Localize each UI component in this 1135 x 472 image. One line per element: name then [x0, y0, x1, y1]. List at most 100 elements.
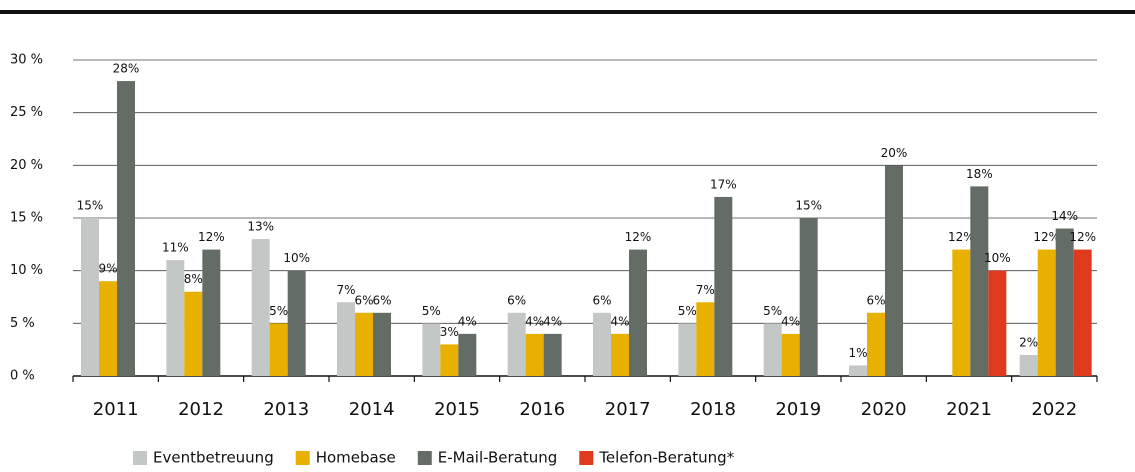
- x-tick-label: 2021: [946, 399, 992, 420]
- bar: [799, 218, 818, 376]
- bar: [970, 186, 989, 376]
- bar: [678, 323, 697, 376]
- bar: [507, 312, 526, 376]
- data-label: 6%: [372, 293, 391, 307]
- x-tick-label: 2022: [1031, 399, 1077, 420]
- bar: [867, 312, 885, 376]
- data-label: 12%: [198, 230, 225, 244]
- y-tick-label: 15 %: [10, 211, 43, 226]
- data-label: 4%: [525, 314, 544, 328]
- bar: [166, 260, 185, 376]
- bar: [117, 81, 135, 377]
- data-label: 5%: [763, 304, 782, 318]
- data-label: 17%: [710, 177, 737, 191]
- y-tick-label: 20 %: [10, 158, 43, 173]
- bar: [611, 333, 629, 376]
- bar: [373, 312, 391, 376]
- bar: [593, 312, 611, 376]
- bar: [440, 344, 459, 376]
- bar: [525, 333, 544, 376]
- data-label: 10%: [984, 251, 1011, 265]
- data-label: 20%: [881, 146, 908, 160]
- y-tick-label: 25 %: [10, 105, 43, 120]
- data-label: 4%: [543, 314, 562, 328]
- bar: [1073, 249, 1092, 376]
- x-tick-label: 2018: [690, 399, 736, 420]
- bar: [952, 249, 971, 376]
- data-label: 7%: [696, 283, 715, 297]
- legend-swatch: [417, 451, 432, 465]
- data-label: 28%: [113, 62, 140, 76]
- bar: [355, 312, 373, 376]
- bar: [763, 323, 782, 376]
- bar: [422, 323, 441, 376]
- bar: [458, 333, 477, 376]
- bar: [988, 270, 1007, 376]
- x-tick-label: 2019: [775, 399, 821, 420]
- legend-swatch: [133, 451, 147, 465]
- y-tick-label: 10 %: [10, 263, 43, 278]
- bar: [714, 196, 733, 376]
- bar: [696, 302, 715, 376]
- bar: [337, 302, 355, 376]
- data-label: 15%: [77, 199, 104, 213]
- legend-swatch: [579, 451, 594, 465]
- data-label: 9%: [98, 262, 117, 276]
- data-label: 6%: [354, 293, 373, 307]
- data-label: 11%: [162, 241, 189, 255]
- bar: [287, 270, 306, 376]
- data-label: 13%: [247, 220, 274, 234]
- bar: [1037, 249, 1056, 376]
- bar: [629, 249, 647, 376]
- x-tick-label: 2020: [861, 399, 907, 420]
- data-label: 12%: [1069, 230, 1096, 244]
- x-tick-label: 2015: [434, 399, 480, 420]
- y-tick-label: 30 %: [10, 53, 43, 68]
- bar: [1019, 354, 1038, 376]
- legend-label: Eventbetreuung: [153, 449, 274, 467]
- x-tick-label: 2012: [178, 399, 224, 420]
- data-label: 4%: [458, 314, 477, 328]
- y-tick-label: 5 %: [10, 316, 35, 331]
- bar: [269, 323, 288, 376]
- x-tick-label: 2016: [519, 399, 565, 420]
- data-label: 5%: [269, 304, 288, 318]
- data-label: 6%: [866, 293, 885, 307]
- data-label: 18%: [966, 167, 993, 181]
- legend-label: Homebase: [316, 449, 396, 467]
- legend-label: Telefon-Beratung*: [598, 449, 734, 467]
- data-label: 6%: [507, 293, 526, 307]
- data-label: 6%: [592, 293, 611, 307]
- bar: [849, 365, 867, 376]
- data-label: 8%: [184, 272, 203, 286]
- legend-swatch: [295, 451, 310, 465]
- data-label: 4%: [781, 314, 800, 328]
- bar: [543, 333, 562, 376]
- x-tick-label: 2014: [349, 399, 395, 420]
- data-label: 12%: [1033, 230, 1060, 244]
- data-label: 4%: [610, 314, 629, 328]
- y-tick-label: 0 %: [10, 369, 35, 384]
- bar: [184, 291, 203, 376]
- bar: [885, 165, 903, 376]
- data-label: 5%: [422, 304, 441, 318]
- bar: [99, 281, 117, 376]
- data-label: 7%: [336, 283, 355, 297]
- bar: [81, 218, 99, 376]
- bar: [202, 249, 221, 376]
- x-tick-label: 2017: [605, 399, 651, 420]
- legend-label: E-Mail-Beratung: [438, 449, 558, 467]
- data-label: 1%: [848, 346, 867, 360]
- bar: [781, 333, 800, 376]
- x-tick-label: 2013: [263, 399, 309, 420]
- data-label: 15%: [795, 199, 822, 213]
- data-label: 12%: [948, 230, 975, 244]
- top-rule: [0, 10, 1135, 14]
- data-label: 12%: [625, 230, 652, 244]
- data-label: 14%: [1051, 209, 1078, 223]
- data-label: 2%: [1019, 335, 1038, 349]
- data-label: 5%: [678, 304, 697, 318]
- data-label: 10%: [283, 251, 310, 265]
- bar: [1055, 228, 1074, 376]
